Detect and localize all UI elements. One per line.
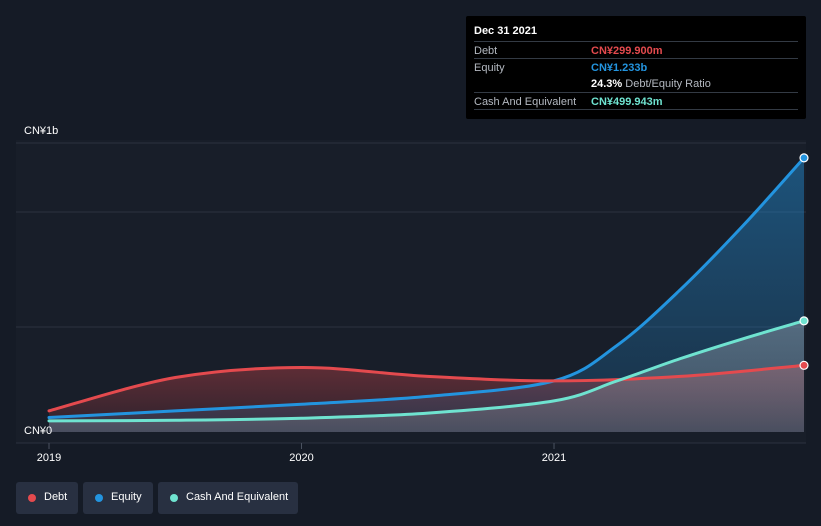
tooltip-ratio-row: 24.3% Debt/Equity Ratio [474, 75, 798, 91]
cash-and-equivalent-area [49, 320, 804, 432]
equity-line [47, 156, 806, 420]
debt-line [47, 363, 806, 413]
tooltip-date: Dec 31 2021 [474, 25, 537, 37]
equity-area [49, 157, 804, 432]
tooltip-debt-value: CN¥299.900m [591, 45, 663, 57]
tooltip-ratio-value: 24.3% [591, 78, 623, 90]
data-tooltip: Dec 31 2021 Debt CN¥299.900m Equity CN¥1… [466, 16, 806, 119]
y-axis-bottom-label: CN¥0 [24, 425, 53, 437]
tooltip-equity-row: Equity CN¥1.233b [474, 58, 798, 75]
cash-and-equivalent-line [47, 319, 806, 423]
tooltip-ratio-label: Debt/Equity Ratio [625, 78, 711, 90]
tooltip-equity-label: Equity [474, 62, 505, 74]
y-axis-top-label: CN¥1b [24, 125, 59, 137]
legend-debt-label: Debt [44, 491, 68, 503]
x-tick-label: 2019 [37, 452, 61, 464]
legend-equity-dot [95, 494, 103, 502]
debt-endpoint[interactable] [799, 360, 809, 370]
tooltip-equity-value: CN¥1.233b [591, 62, 648, 74]
x-tick-label: 2021 [542, 452, 566, 464]
series-lines [47, 156, 806, 423]
x-axis-ticks: 2019 2020 2021 [37, 443, 566, 464]
series-endpoints [799, 153, 809, 370]
legend-equity[interactable]: Equity [83, 482, 153, 514]
cash-and-equivalent-endpoint[interactable] [799, 316, 809, 326]
tooltip-cash-label: Cash And Equivalent [474, 96, 577, 108]
tooltip-cash-row: Cash And Equivalent CN¥499.943m [474, 92, 798, 110]
legend-debt-dot [28, 494, 36, 502]
tooltip-debt-label: Debt [474, 45, 498, 57]
x-tick-label: 2020 [289, 452, 313, 464]
legend-debt[interactable]: Debt [16, 482, 78, 514]
legend-equity-label: Equity [111, 491, 142, 503]
legend-cash[interactable]: Cash And Equivalent [158, 482, 298, 514]
tooltip-cash-value: CN¥499.943m [591, 96, 663, 108]
tooltip-debt-row: Debt CN¥299.900m [474, 41, 798, 58]
legend-cash-label: Cash And Equivalent [186, 491, 289, 503]
legend-cash-dot [170, 494, 178, 502]
equity-endpoint[interactable] [799, 153, 809, 163]
